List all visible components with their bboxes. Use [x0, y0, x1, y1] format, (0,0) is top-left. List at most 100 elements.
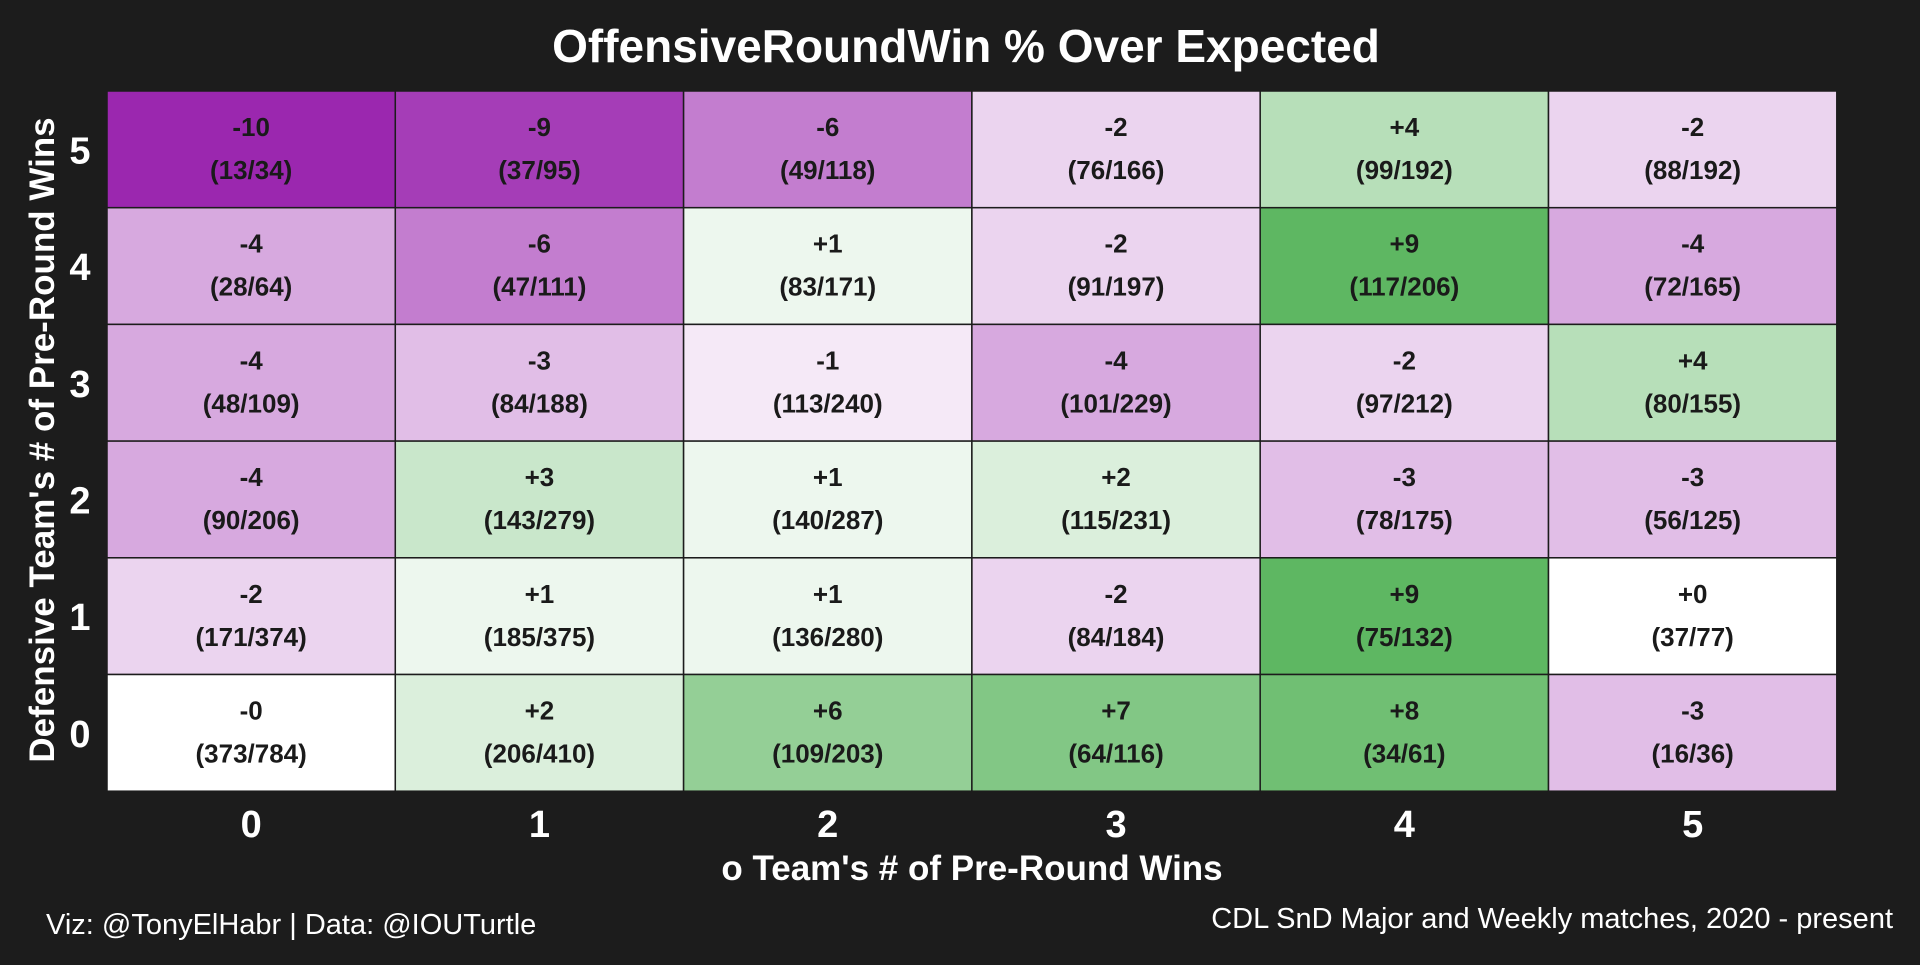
heatmap-cell: +2 (115/231): [971, 440, 1261, 559]
heatmap-cell: +3 (143/279): [394, 440, 685, 559]
heatmap-cell: -9 (37/95): [394, 90, 685, 209]
heatmap-cell-rect: [1547, 440, 1838, 559]
cell-record-label: (113/240): [773, 388, 883, 418]
cell-record-label: (48/109): [203, 388, 300, 418]
heatmap-cell-rect: [106, 440, 397, 559]
cell-value-label: -2: [1104, 112, 1127, 142]
heatmap-cell-rect: [1259, 206, 1550, 326]
cell-record-label: (84/184): [1068, 622, 1165, 652]
cell-record-label: (80/155): [1644, 388, 1741, 418]
cell-value-label: +8: [1390, 696, 1420, 726]
heatmap-cell: -2 (76/166): [971, 90, 1261, 209]
heatmap-cell-rect: [971, 323, 1261, 442]
cell-record-label: (34/61): [1363, 739, 1445, 769]
heatmap-cell: +6 (109/203): [682, 673, 973, 792]
cell-value-label: -3: [528, 345, 551, 375]
cell-value-label: +3: [525, 462, 555, 492]
cell-record-label: (37/95): [498, 155, 580, 185]
heatmap-cell: -3 (16/36): [1547, 673, 1838, 792]
cell-record-label: (84/188): [491, 388, 588, 418]
heatmap-cell: -2 (91/197): [971, 206, 1261, 326]
cell-record-label: (49/118): [780, 155, 875, 185]
x-tick-label: 5: [1682, 804, 1703, 846]
heatmap-cell: +7 (64/116): [971, 673, 1261, 792]
heatmap-cell-rect: [1547, 673, 1838, 792]
heatmap-cell: -4 (90/206): [106, 440, 397, 559]
cell-value-label: -6: [528, 229, 551, 259]
cell-value-label: +7: [1101, 696, 1131, 726]
y-tick-label: 0: [69, 714, 90, 756]
heatmap-cell-rect: [1259, 557, 1550, 676]
cell-record-label: (75/132): [1356, 622, 1453, 652]
heatmap-cell: -2 (97/212): [1259, 323, 1550, 442]
cell-value-label: -2: [1104, 579, 1127, 609]
cell-value-label: +2: [1101, 462, 1131, 492]
heatmap-cell-rect: [1259, 323, 1550, 442]
heatmap-cell-rect: [1547, 206, 1838, 326]
cell-value-label: -3: [1393, 462, 1416, 492]
heatmap-cell: -6 (47/111): [394, 206, 685, 326]
heatmap-cell-rect: [106, 206, 397, 326]
cell-value-label: -2: [1681, 112, 1704, 142]
heatmap-cell-rect: [1259, 673, 1550, 792]
cell-record-label: (47/111): [492, 272, 586, 302]
heatmap-cell-rect: [394, 440, 685, 559]
x-axis-label: o Team's # of Pre-Round Wins: [721, 849, 1222, 888]
cell-record-label: (143/279): [484, 505, 595, 535]
cell-value-label: -2: [240, 579, 263, 609]
heatmap-cell: -4 (48/109): [106, 323, 397, 442]
x-axis-ticks: 0 1 2 3 4 5: [241, 804, 1704, 846]
cell-record-label: (91/197): [1068, 272, 1165, 302]
heatmap-cell-rect: [682, 440, 973, 559]
cell-record-label: (185/375): [484, 622, 595, 652]
heatmap-cell: +1 (185/375): [394, 557, 685, 676]
heatmap-cell: +4 (99/192): [1259, 90, 1550, 209]
heatmap-cell: -10 (13/34): [106, 90, 397, 209]
cell-record-label: (101/229): [1060, 388, 1171, 418]
heatmap-cell-rect: [682, 206, 973, 326]
cell-value-label: -4: [240, 345, 264, 375]
y-tick-label: 5: [69, 130, 90, 172]
footer-source: CDL SnD Major and Weekly matches, 2020 -…: [1211, 903, 1893, 935]
cell-record-label: (171/374): [195, 622, 306, 652]
heatmap-cell-rect: [682, 673, 973, 792]
heatmap-cell: -2 (171/374): [106, 557, 397, 676]
cell-record-label: (78/175): [1356, 505, 1453, 535]
heatmap-cell-rect: [106, 90, 397, 209]
heatmap-cell: +9 (117/206): [1259, 206, 1550, 326]
cell-value-label: -2: [1104, 229, 1127, 259]
cell-value-label: +4: [1390, 112, 1420, 142]
cell-value-label: -4: [1681, 229, 1705, 259]
y-axis-label: Defensive Team's # of Pre-Round Wins: [23, 117, 62, 762]
cell-record-label: (373/784): [195, 739, 306, 769]
cell-value-label: -3: [1681, 696, 1704, 726]
cell-record-label: (37/77): [1651, 622, 1733, 652]
cell-record-label: (13/34): [210, 155, 292, 185]
y-tick-label: 4: [69, 247, 90, 289]
heatmap-cell-rect: [394, 323, 685, 442]
heatmap-cell-rect: [971, 90, 1261, 209]
cell-value-label: +2: [525, 696, 555, 726]
heatmap-cell: +1 (136/280): [682, 557, 973, 676]
cell-value-label: +1: [813, 462, 843, 492]
heatmap-cell: +1 (140/287): [682, 440, 973, 559]
cell-record-label: (90/206): [203, 505, 300, 535]
y-tick-label: 1: [69, 597, 90, 639]
cell-value-label: -4: [240, 462, 264, 492]
heatmap-cell: +8 (34/61): [1259, 673, 1550, 792]
heatmap-cell: -4 (28/64): [106, 206, 397, 326]
heatmap-cell: -2 (88/192): [1547, 90, 1838, 209]
cell-record-label: (72/165): [1644, 272, 1741, 302]
x-tick-label: 4: [1394, 804, 1415, 846]
heatmap-cell: -3 (78/175): [1259, 440, 1550, 559]
cell-value-label: -10: [232, 112, 270, 142]
heatmap-cell-rect: [971, 440, 1261, 559]
cell-record-label: (56/125): [1644, 505, 1741, 535]
heatmap-cell: +0 (37/77): [1547, 557, 1838, 676]
heatmap-cell: +4 (80/155): [1547, 323, 1838, 442]
cell-value-label: -3: [1681, 462, 1704, 492]
heatmap-cells: -10 (13/34) -9 (37/95) -6 (49/118) -2 (76/166) +…: [106, 90, 1838, 792]
heatmap-cell-rect: [106, 557, 397, 676]
heatmap-cell: -3 (56/125): [1547, 440, 1838, 559]
